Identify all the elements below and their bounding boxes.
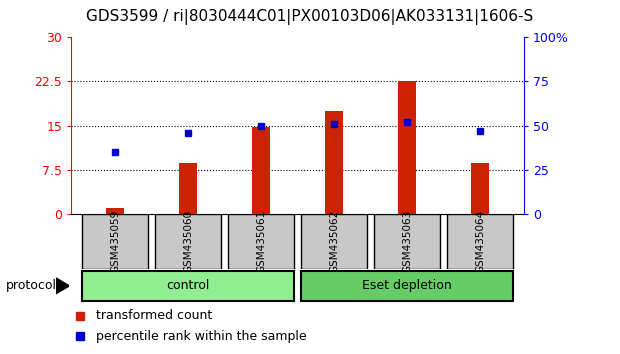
FancyBboxPatch shape: [82, 271, 294, 301]
Bar: [252, 127, 270, 214]
Text: GSM435060: GSM435060: [183, 210, 193, 273]
Bar: [398, 81, 416, 214]
FancyBboxPatch shape: [301, 271, 513, 301]
FancyBboxPatch shape: [228, 214, 294, 269]
FancyBboxPatch shape: [301, 214, 367, 269]
Text: GSM435062: GSM435062: [329, 210, 339, 273]
Text: GSM435063: GSM435063: [402, 210, 412, 273]
Bar: [325, 111, 343, 214]
Text: Eset depletion: Eset depletion: [362, 279, 452, 292]
FancyBboxPatch shape: [374, 214, 440, 269]
Text: GSM435064: GSM435064: [475, 210, 485, 273]
FancyBboxPatch shape: [447, 214, 513, 269]
Text: percentile rank within the sample: percentile rank within the sample: [96, 330, 307, 343]
Text: transformed count: transformed count: [96, 309, 213, 322]
Text: GSM435059: GSM435059: [110, 210, 120, 273]
FancyBboxPatch shape: [82, 214, 148, 269]
Bar: [106, 208, 124, 214]
Text: GSM435061: GSM435061: [256, 210, 266, 273]
Bar: [179, 163, 197, 214]
Text: protocol: protocol: [6, 279, 57, 292]
FancyBboxPatch shape: [155, 214, 221, 269]
Text: GDS3599 / ri|8030444C01|PX00103D06|AK033131|1606-S: GDS3599 / ri|8030444C01|PX00103D06|AK033…: [86, 9, 534, 25]
Bar: [471, 163, 489, 214]
Polygon shape: [56, 278, 69, 294]
Text: control: control: [166, 279, 210, 292]
